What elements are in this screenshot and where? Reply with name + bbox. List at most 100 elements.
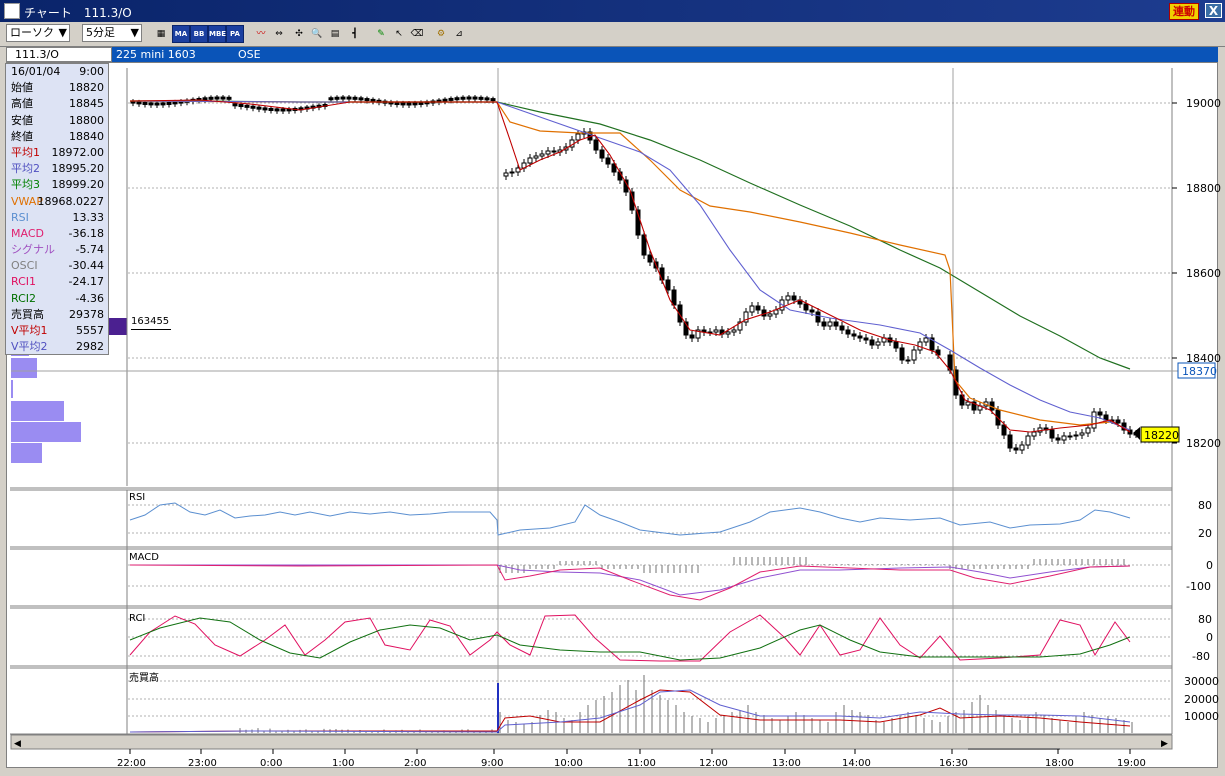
candle-body (401, 103, 405, 105)
candle-body (864, 338, 868, 340)
candle-body (275, 109, 279, 111)
candle-body (395, 103, 399, 105)
rci-tick-minus80: -80 (1192, 650, 1210, 663)
data-value: 18968.0227 (38, 194, 104, 210)
candle-body (1014, 448, 1018, 450)
time-tick-label: 9:00 (481, 758, 503, 769)
horizontal-scrollbar[interactable] (11, 735, 1172, 749)
candle-body (221, 97, 225, 99)
time-tick-label: 22:00 (117, 758, 146, 769)
candle-body (347, 97, 351, 99)
candle-body (750, 306, 754, 312)
candle-body (1074, 435, 1078, 436)
candle-body (239, 105, 243, 107)
candle-body (858, 336, 862, 338)
candle-body (966, 402, 970, 405)
candle-body (473, 97, 477, 99)
candle-body (690, 335, 694, 338)
time-tick-label: 13:00 (772, 758, 801, 769)
data-key: OSCI (11, 258, 38, 274)
candle-body (834, 322, 838, 326)
candle-body (714, 330, 718, 332)
candle-body (594, 140, 598, 150)
candle-body (648, 255, 652, 262)
candle-body (467, 97, 471, 99)
candle-body (149, 103, 153, 105)
current-price-marker (1133, 427, 1140, 440)
data-key: 売買高 (11, 307, 44, 323)
data-key: シグナル (11, 242, 55, 258)
data-value: 18845 (69, 96, 104, 112)
data-row: MACD -36.18 (6, 226, 108, 242)
time-tick-label: 2:00 (404, 758, 426, 769)
candle-body (1092, 412, 1096, 428)
data-key: 終値 (11, 129, 33, 145)
candle-body (576, 134, 580, 140)
time-tick-label: 19:00 (1117, 758, 1146, 769)
candle-body (371, 99, 375, 101)
data-value: -36.18 (69, 226, 104, 242)
candle-body (672, 290, 676, 305)
candle-body (894, 342, 898, 348)
data-value: 18840 (69, 129, 104, 145)
data-row: 安値 18800 (6, 113, 108, 129)
macd-label: MACD (129, 552, 159, 563)
candle-body (600, 150, 604, 158)
candle-body (1032, 432, 1036, 436)
candle-body (756, 306, 760, 310)
candle-body (1086, 428, 1090, 433)
data-key: 平均3 (11, 177, 40, 193)
time-tick-label: 12:00 (699, 758, 728, 769)
ma2-line (130, 101, 1130, 430)
candle-body (455, 98, 459, 100)
scroll-right-icon[interactable]: ▶ (1161, 739, 1168, 749)
data-row: 平均3 18999.20 (6, 177, 108, 193)
candle-body (1056, 438, 1060, 440)
candle-body (816, 312, 820, 322)
candle-body (281, 109, 285, 111)
candle-body (852, 334, 856, 336)
candle-body (173, 102, 177, 104)
data-row: 終値 18840 (6, 129, 108, 145)
data-row: RCI2 -4.36 (6, 291, 108, 307)
candle-body (335, 97, 339, 99)
ohlc-data-panel: 16/01/04 9:00 始値 18820 高値 18845 安値 18800 終値 18840… (5, 63, 109, 355)
candle-body (245, 105, 249, 107)
candle-body (329, 98, 333, 100)
data-key: RCI2 (11, 291, 36, 307)
candle-body (479, 97, 483, 99)
rci1-line (130, 615, 1130, 661)
candle-body (209, 97, 213, 99)
candle-body (828, 322, 832, 326)
candle-body (528, 158, 532, 163)
scroll-left-icon[interactable]: ◀ (14, 739, 21, 749)
candle-body (269, 108, 273, 110)
candle-body (233, 104, 237, 106)
candle-body (491, 99, 495, 101)
candle-body (1002, 425, 1006, 435)
candle-body (822, 322, 826, 326)
rci-tick-0: 0 (1206, 631, 1213, 644)
rci2-line (130, 618, 1130, 660)
candle-body (840, 326, 844, 330)
data-key: 平均2 (11, 161, 40, 177)
candle-body (203, 98, 207, 100)
price-axis: 19000 18800 18600 18400 18200 (1172, 97, 1221, 450)
data-value: -4.36 (76, 291, 104, 307)
data-row: 平均2 18995.20 (6, 161, 108, 177)
candle-body (540, 154, 544, 156)
candle-body (215, 97, 219, 99)
volume-tick-30000: 30000 (1184, 675, 1219, 688)
ma1-line (130, 100, 1130, 432)
rci-label: RCI (129, 613, 145, 624)
price-gridlines (128, 103, 1172, 716)
candle-body (353, 97, 357, 99)
candle-body (1026, 436, 1030, 445)
session-separators (498, 68, 953, 734)
data-key: RSI (11, 210, 29, 226)
data-value: 9:00 (79, 64, 104, 80)
candle-body (461, 97, 465, 99)
time-tick-label: 16:30 (939, 758, 968, 769)
vwap-line (130, 101, 1130, 430)
candle-body (606, 158, 610, 164)
